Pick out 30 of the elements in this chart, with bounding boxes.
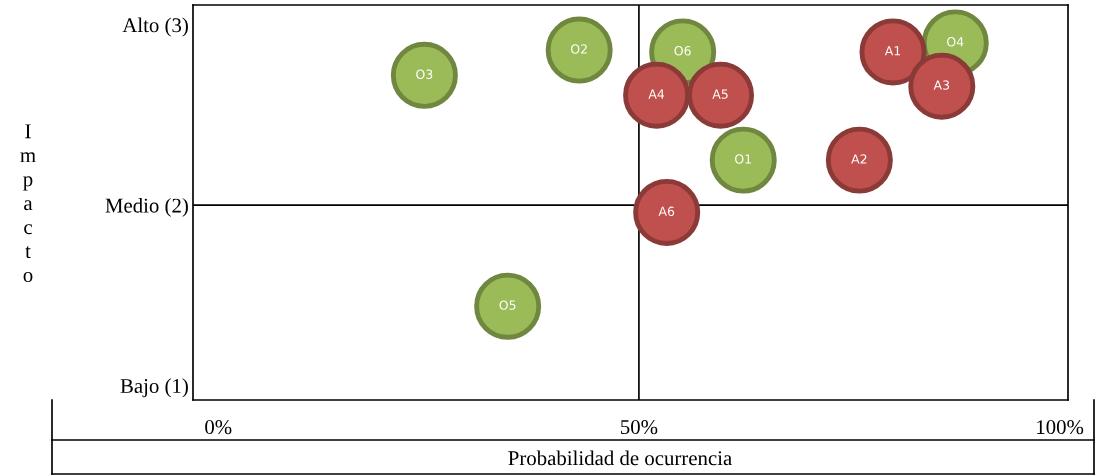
data-label: O5 (499, 300, 516, 310)
point (709, 126, 777, 194)
y-tick-label: Alto (3) (122, 17, 188, 37)
y-axis-title: Impacto (20, 124, 36, 283)
point (623, 61, 691, 129)
y-tick-label: Bajo (1) (120, 378, 188, 398)
data-label: O1 (735, 154, 751, 164)
data-label: A3 (933, 80, 950, 90)
point (390, 41, 458, 109)
data-label: O4 (947, 37, 964, 47)
y-tick-label: Medio (2) (105, 197, 188, 217)
x-tick-label: 100% (1037, 420, 1084, 435)
data-label: A2 (851, 154, 867, 164)
point (908, 52, 976, 120)
x-axis-title: Probabilidad de ocurrencia (508, 450, 732, 466)
point (687, 61, 755, 129)
point (474, 272, 542, 340)
data-label: A1 (884, 46, 901, 56)
data-label: O3 (416, 69, 433, 79)
x-tick-label: 0% (205, 420, 232, 435)
point (545, 16, 613, 84)
point (633, 178, 701, 246)
data-label: A5 (712, 89, 728, 99)
data-label: O2 (570, 44, 587, 54)
data-label: O6 (674, 46, 691, 56)
data-label: A4 (648, 89, 665, 99)
point (859, 18, 927, 86)
x-tick-label: 50% (621, 420, 658, 435)
point (825, 126, 893, 194)
data-label: A6 (658, 206, 675, 217)
